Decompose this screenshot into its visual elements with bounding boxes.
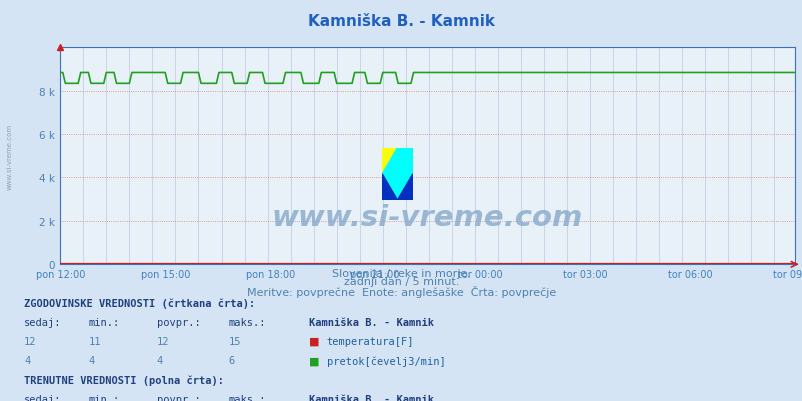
Text: ZGODOVINSKE VREDNOSTI (črtkana črta):: ZGODOVINSKE VREDNOSTI (črtkana črta):	[24, 298, 255, 308]
Text: zadnji dan / 5 minut.: zadnji dan / 5 minut.	[343, 277, 459, 287]
Polygon shape	[382, 148, 412, 200]
Text: 4: 4	[156, 355, 163, 365]
Text: povpr.:: povpr.:	[156, 317, 200, 327]
Text: 12: 12	[24, 336, 37, 346]
Text: maks.:: maks.:	[229, 394, 266, 401]
Text: povpr.:: povpr.:	[156, 394, 200, 401]
Text: min.:: min.:	[88, 394, 119, 401]
Text: www.si-vreme.com: www.si-vreme.com	[6, 124, 13, 189]
Text: ■: ■	[309, 355, 319, 365]
Polygon shape	[397, 174, 412, 200]
Text: sedaj:: sedaj:	[24, 394, 62, 401]
Text: 4: 4	[88, 355, 95, 365]
Polygon shape	[382, 148, 397, 174]
Text: 12: 12	[156, 336, 169, 346]
Text: 6: 6	[229, 355, 235, 365]
Text: Kamniška B. - Kamnik: Kamniška B. - Kamnik	[309, 317, 434, 327]
Text: ■: ■	[309, 336, 319, 346]
Text: 11: 11	[88, 336, 101, 346]
Text: min.:: min.:	[88, 317, 119, 327]
Text: 4: 4	[24, 355, 30, 365]
Text: www.si-vreme.com: www.si-vreme.com	[272, 203, 582, 231]
Text: temperatura[F]: temperatura[F]	[326, 336, 414, 346]
Text: pretok[čevelj3/min]: pretok[čevelj3/min]	[326, 355, 445, 366]
Text: Kamniška B. - Kamnik: Kamniška B. - Kamnik	[308, 14, 494, 29]
Text: Meritve: povprečne  Enote: anglešaške  Črta: povprečje: Meritve: povprečne Enote: anglešaške Črt…	[246, 286, 556, 298]
Text: sedaj:: sedaj:	[24, 317, 62, 327]
Text: TRENUTNE VREDNOSTI (polna črta):: TRENUTNE VREDNOSTI (polna črta):	[24, 375, 224, 385]
Text: Kamniška B. - Kamnik: Kamniška B. - Kamnik	[309, 394, 434, 401]
Text: 15: 15	[229, 336, 241, 346]
Polygon shape	[382, 174, 397, 200]
Text: maks.:: maks.:	[229, 317, 266, 327]
Polygon shape	[382, 148, 412, 200]
Text: Slovenija / reke in morje.: Slovenija / reke in morje.	[332, 268, 470, 278]
